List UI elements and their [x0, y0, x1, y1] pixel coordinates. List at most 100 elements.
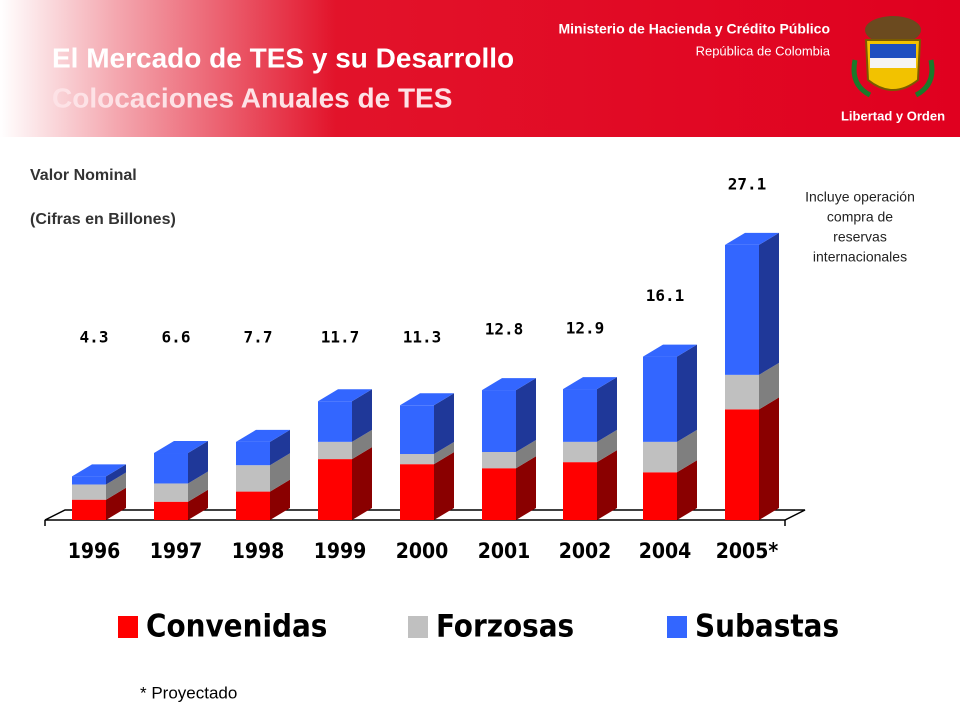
- subtitle: Colocaciones Anuales de TES: [52, 82, 452, 113]
- bar-segment: [482, 468, 516, 520]
- bar-segment: [563, 462, 597, 520]
- bar-side: [677, 344, 697, 442]
- bar-side: [677, 429, 697, 473]
- bar-top: [482, 378, 536, 391]
- bar-top: [236, 429, 290, 442]
- header-band: [0, 0, 960, 137]
- bar-top: [643, 344, 697, 357]
- bar-side: [352, 429, 372, 460]
- bar-segment: [318, 441, 352, 460]
- x-tick-label: 2004: [639, 539, 692, 563]
- x-tick-label: 2005*: [716, 539, 779, 563]
- chart-subtitle: (Cifras en Billones): [30, 211, 176, 228]
- country: República de Colombia: [696, 43, 831, 58]
- total-label: 12.8: [485, 320, 524, 339]
- bar-segment: [563, 441, 597, 463]
- annotation: reservas: [833, 229, 887, 245]
- x-tick-label: 2001: [478, 539, 531, 563]
- bar-side: [597, 429, 617, 463]
- bar-segment: [725, 409, 759, 520]
- bar-segment: [400, 405, 434, 455]
- bar-side: [106, 487, 126, 520]
- bar-segment: [725, 374, 759, 410]
- total-label: 11.7: [321, 328, 360, 347]
- bar-segment: [643, 356, 677, 442]
- bar-segment: [72, 476, 106, 485]
- bar-top: [400, 393, 454, 406]
- bar-top: [154, 441, 208, 454]
- bar-side: [434, 393, 454, 455]
- x-tick-label: 1997: [150, 539, 203, 563]
- x-tick-label: 1996: [68, 539, 121, 563]
- bar-top: [725, 232, 779, 245]
- chart-title: Valor Nominal: [30, 167, 137, 184]
- legend-swatch: [408, 616, 428, 638]
- bar-side: [188, 471, 208, 502]
- bar-side: [759, 362, 779, 410]
- total-label: 12.9: [566, 319, 605, 338]
- legend-label: Convenidas: [146, 609, 327, 645]
- bar-segment: [563, 389, 597, 442]
- bar-side: [434, 452, 454, 520]
- bar-segment: [154, 501, 188, 520]
- bar-segment: [725, 244, 759, 375]
- annotation: compra de: [827, 209, 893, 225]
- bar-segment: [72, 484, 106, 500]
- x-tick-label: 2002: [559, 539, 612, 563]
- legend-label: Subastas: [695, 609, 839, 645]
- bar-segment: [72, 499, 106, 520]
- bar-side: [188, 441, 208, 484]
- coat-of-arms: [851, 16, 935, 98]
- annotation: internacionales: [813, 249, 907, 265]
- bar-segment: [400, 464, 434, 520]
- bar-side: [188, 489, 208, 520]
- legend-swatch: [667, 616, 687, 638]
- x-tick-label: 1998: [232, 539, 285, 563]
- annotation: Incluye operación: [805, 189, 915, 205]
- total-label: 27.1: [728, 174, 767, 193]
- bar-side: [597, 450, 617, 520]
- bar-side: [270, 479, 290, 520]
- bar-segment: [154, 453, 188, 484]
- bar-side: [516, 439, 536, 469]
- bar-segment: [236, 465, 270, 492]
- x-tick-label: 1999: [314, 539, 367, 563]
- bar-segment: [318, 459, 352, 520]
- bar-segment: [643, 472, 677, 520]
- ministry: Ministerio de Hacienda y Crédito Público: [559, 21, 831, 37]
- bar-segment: [318, 401, 352, 442]
- bar-side: [106, 464, 126, 485]
- bar-segment: [236, 441, 270, 466]
- legend-label: Forzosas: [436, 609, 574, 645]
- total-label: 6.6: [162, 328, 191, 347]
- motto: Libertad y Orden: [841, 108, 945, 123]
- bar-side: [352, 389, 372, 442]
- x-tick-label: 2000: [396, 539, 449, 563]
- total-label: 7.7: [244, 328, 273, 347]
- bar-side: [270, 429, 290, 466]
- bar-side: [516, 456, 536, 520]
- bar-side: [352, 447, 372, 520]
- bar-side: [759, 232, 779, 375]
- bar-top: [318, 389, 372, 402]
- total-label: 4.3: [80, 328, 109, 347]
- bar-segment: [154, 483, 188, 502]
- bar-side: [677, 460, 697, 520]
- bar-side: [516, 378, 536, 452]
- bar-segment: [482, 451, 516, 469]
- bar-segment: [643, 441, 677, 473]
- bar-segment: [400, 454, 434, 465]
- bar-side: [759, 397, 779, 520]
- total-label: 16.1: [646, 286, 685, 305]
- note: * Proyectado: [140, 683, 237, 702]
- legend-swatch: [118, 616, 138, 638]
- bar-top: [563, 377, 617, 390]
- total-label: 11.3: [403, 328, 442, 347]
- bar-segment: [482, 390, 516, 452]
- bar-side: [106, 472, 126, 500]
- bar-top: [72, 464, 126, 477]
- bar-segment: [236, 491, 270, 520]
- bar-side: [270, 453, 290, 492]
- bar-side: [597, 377, 617, 442]
